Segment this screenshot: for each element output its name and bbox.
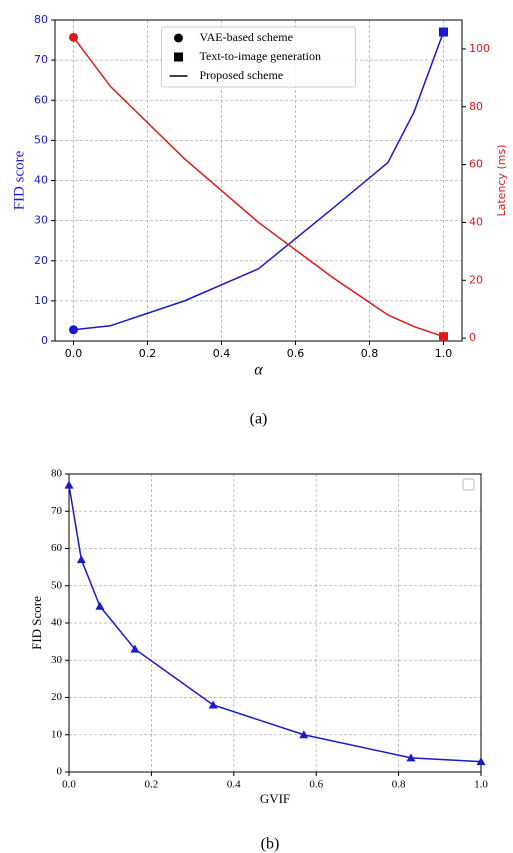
y-tick-label: 50 xyxy=(34,133,48,146)
y-tick-label: 20 xyxy=(51,691,63,703)
y-tick-label: 60 xyxy=(34,93,48,106)
caption: (b) xyxy=(261,836,280,853)
y2-tick-label: 100 xyxy=(469,42,490,55)
y2-tick-label: 80 xyxy=(469,100,483,113)
point-marker xyxy=(208,700,218,709)
legend-label: VAE-based scheme xyxy=(200,30,293,44)
y2-tick-label: 60 xyxy=(469,158,483,171)
point-marker xyxy=(95,601,105,610)
y-tick-label: 40 xyxy=(51,617,63,629)
y2-tick-label: 0 xyxy=(469,331,476,344)
y-tick-label: 10 xyxy=(34,294,48,307)
x-tick-label: 0.2 xyxy=(145,779,159,791)
x-tick-label: 0.8 xyxy=(392,779,406,791)
plot-frame xyxy=(68,473,482,773)
y-tick-label: 30 xyxy=(34,214,48,227)
y-axis-label: FID Score xyxy=(29,596,44,650)
y-tick-label: 80 xyxy=(51,468,63,480)
y-tick-label: 0 xyxy=(57,766,63,778)
x-tick-label: 1.0 xyxy=(474,779,488,791)
y-tick-label: 20 xyxy=(34,254,48,267)
data-line xyxy=(73,31,445,331)
point-marker xyxy=(406,753,416,762)
x-tick-label: 0.0 xyxy=(62,779,76,791)
y2-axis-label: Latency (ms) xyxy=(495,144,508,216)
point-marker xyxy=(439,27,448,37)
x-axis-label: α xyxy=(254,362,263,379)
x-tick-label: 0.6 xyxy=(309,779,323,791)
x-tick-label: 0.2 xyxy=(139,347,157,360)
y-tick-label: 60 xyxy=(51,542,63,554)
caption: (a) xyxy=(250,411,268,428)
y-axis-label: FID score xyxy=(11,150,27,210)
data-line xyxy=(68,485,482,763)
data-line xyxy=(72,36,444,338)
point-marker xyxy=(476,757,486,766)
y2-tick-label: 20 xyxy=(469,273,483,286)
point-marker xyxy=(69,325,78,335)
x-tick-label: 0.0 xyxy=(65,347,83,360)
y-tick-label: 40 xyxy=(34,174,48,187)
y-tick-label: 50 xyxy=(51,579,63,591)
x-tick-label: 1.0 xyxy=(435,347,453,360)
y-tick-label: 0 xyxy=(41,334,48,347)
x-tick-label: 0.8 xyxy=(361,347,379,360)
point-marker xyxy=(439,332,448,342)
legend-label: Proposed scheme xyxy=(200,68,284,82)
plot-frame xyxy=(54,19,463,342)
y-tick-label: 80 xyxy=(34,13,48,26)
y-tick-label: 30 xyxy=(51,654,63,666)
y-tick-label: 70 xyxy=(34,53,48,66)
legend-marker xyxy=(174,52,183,62)
y-tick-label: 70 xyxy=(51,505,63,517)
legend-label: Text-to-image generation xyxy=(200,49,321,63)
point-marker xyxy=(64,480,74,489)
y2-tick-label: 40 xyxy=(469,215,483,228)
x-tick-label: 0.4 xyxy=(213,347,231,360)
point-marker xyxy=(69,32,78,42)
point-marker xyxy=(130,644,140,653)
legend-box xyxy=(161,26,356,88)
point-marker xyxy=(299,730,309,739)
x-tick-label: 0.6 xyxy=(287,347,305,360)
x-tick-label: 0.4 xyxy=(227,779,241,791)
x-axis-label: GVIF xyxy=(260,791,290,806)
y-tick-label: 10 xyxy=(51,728,63,740)
empty-legend xyxy=(462,478,475,491)
legend-marker xyxy=(174,33,183,43)
point-marker xyxy=(76,555,86,564)
